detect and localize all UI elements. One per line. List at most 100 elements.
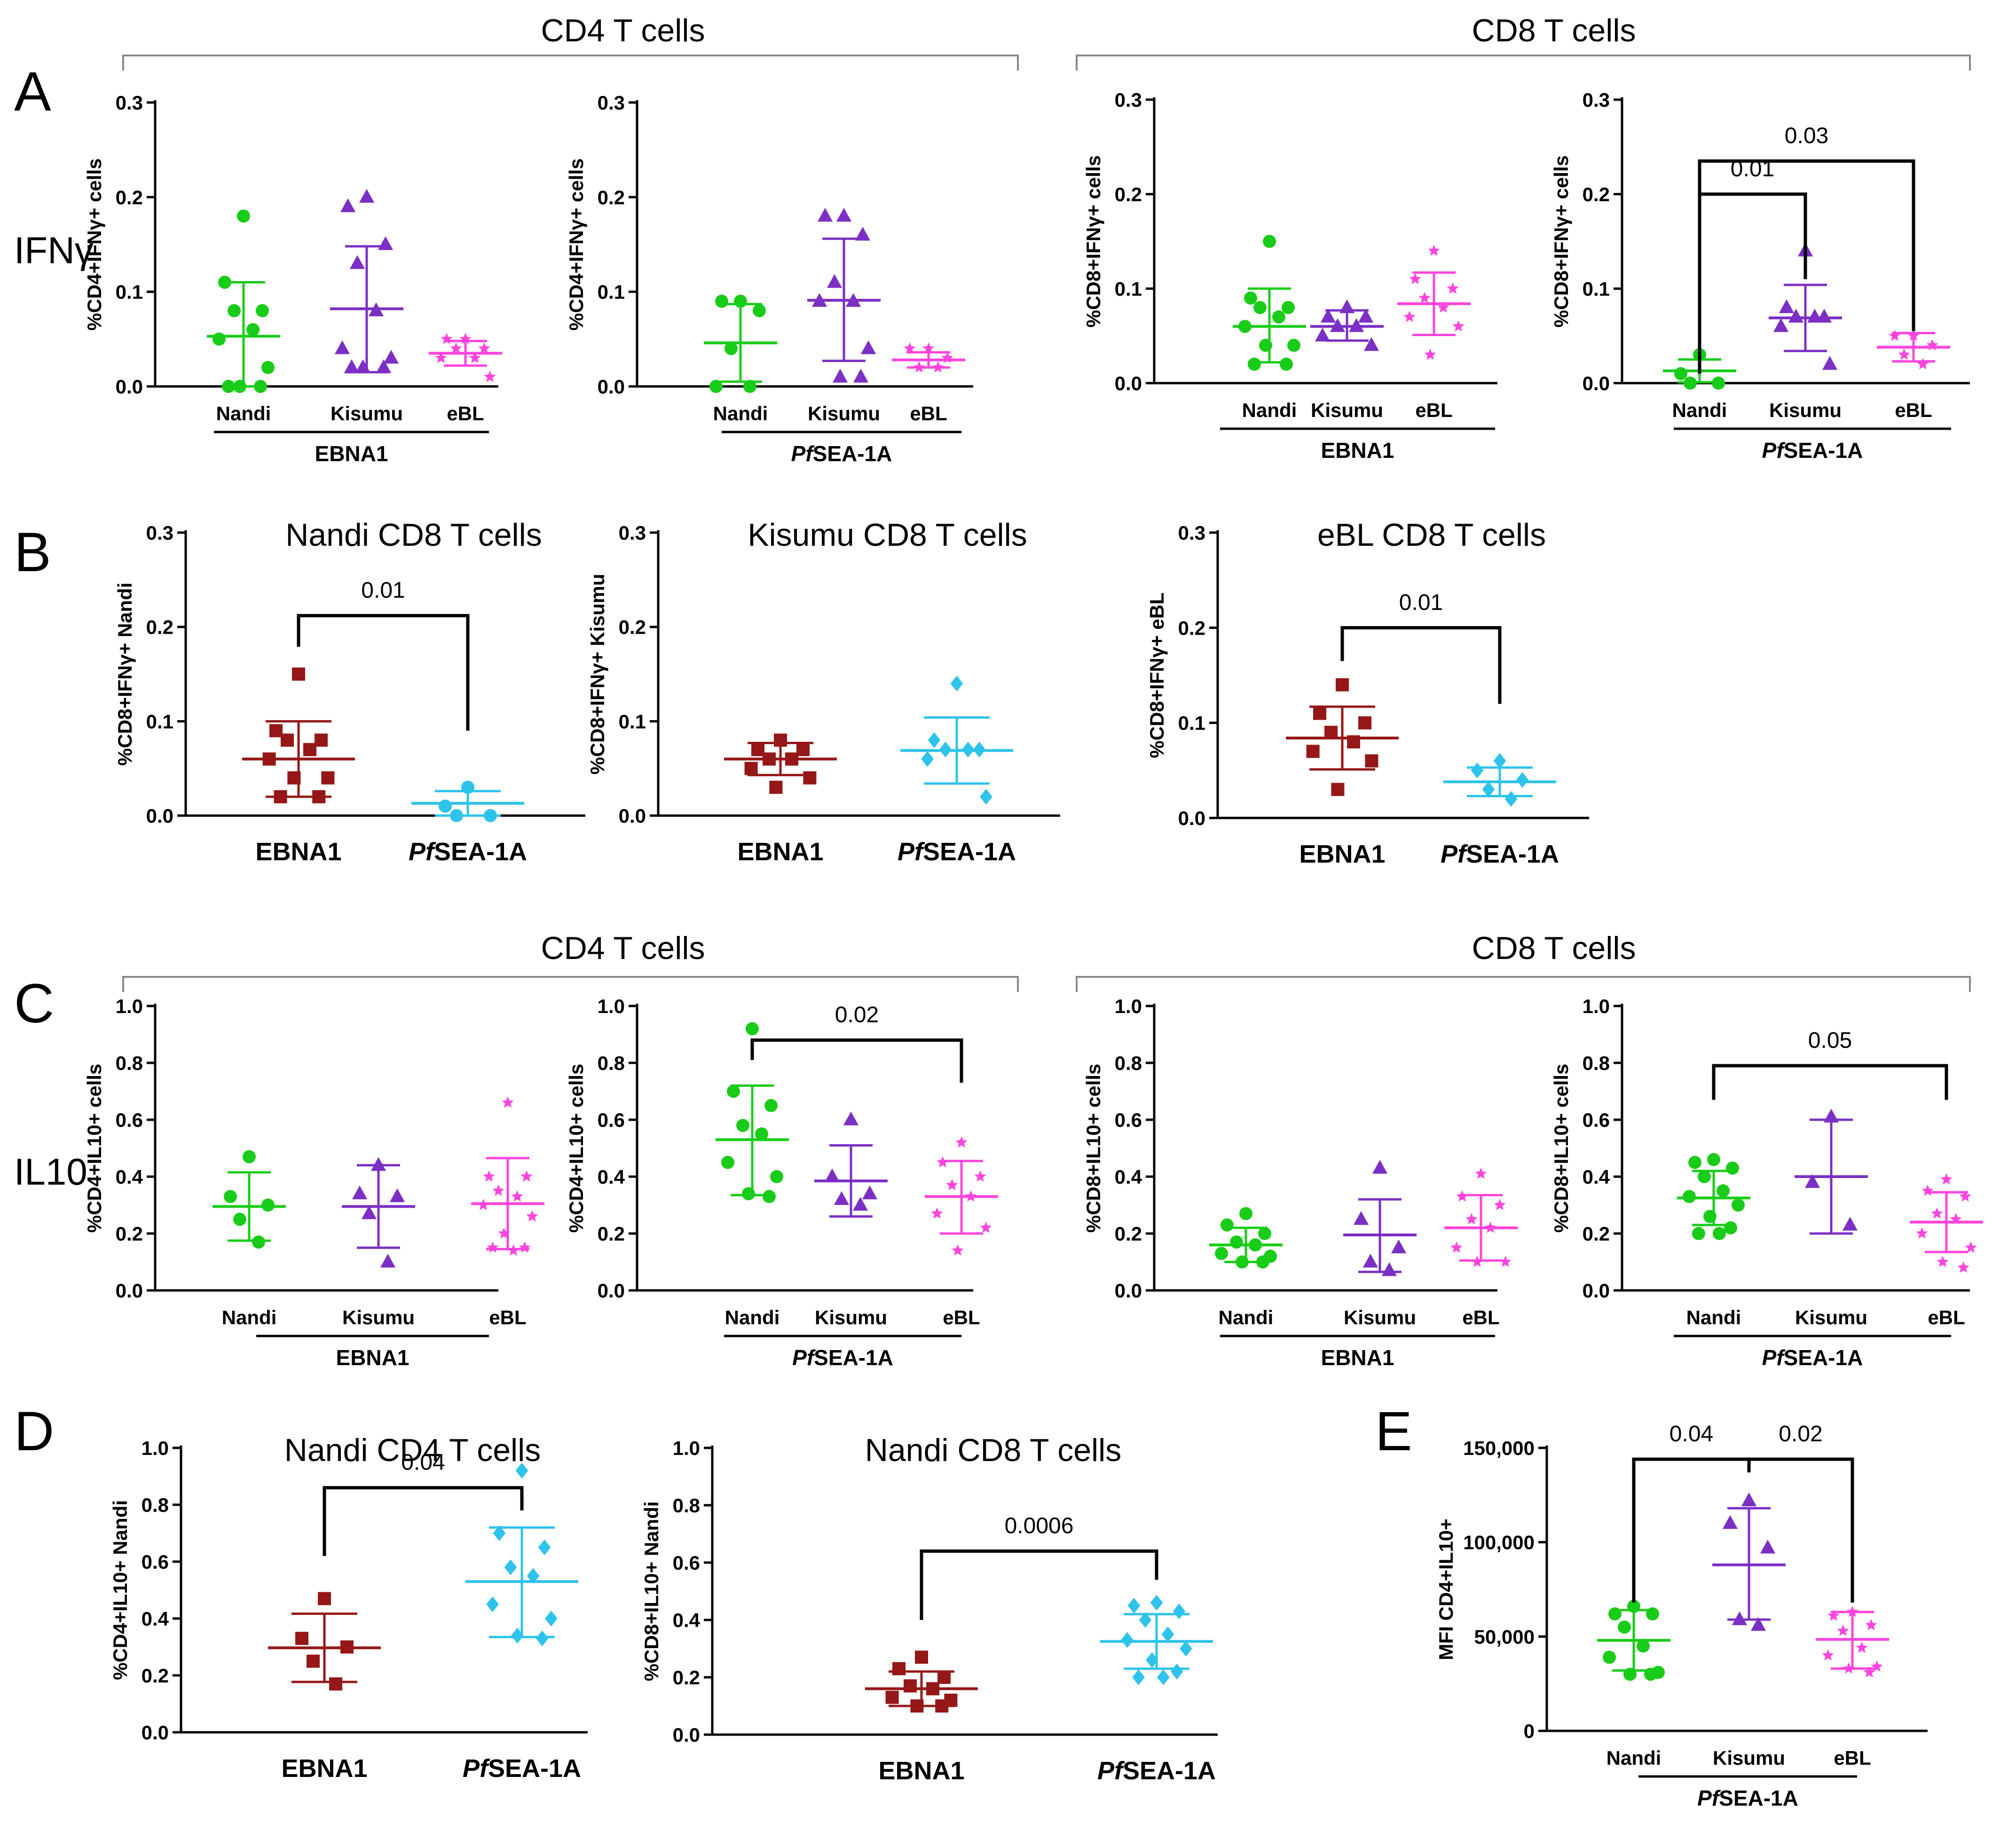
p0-point — [478, 342, 490, 354]
p0-point — [237, 209, 250, 223]
p13-point — [1722, 1515, 1738, 1529]
p13-point — [1644, 1667, 1657, 1681]
p13-point — [1871, 1660, 1883, 1672]
p2-category-nandi: Nandi — [1242, 399, 1297, 421]
section-label-e: E — [1375, 1400, 1412, 1462]
p9-y-axis-label: %CD8+IL10+ cells — [1082, 1064, 1104, 1233]
p7-point — [352, 1185, 368, 1200]
p4-point — [281, 733, 294, 747]
p1-category-ebl: eBL — [910, 402, 947, 424]
p1-ytick-label: 0.3 — [598, 92, 625, 114]
p5-point — [921, 751, 934, 767]
p12-sig-bracket — [920, 1549, 1158, 1620]
p2-point — [1244, 291, 1257, 305]
p8-point — [763, 1190, 776, 1203]
p13-point — [1623, 1667, 1637, 1681]
p4-point — [439, 799, 452, 813]
p10-point — [1804, 1174, 1820, 1188]
p3-category-ebl: eBL — [1895, 399, 1932, 421]
p8-ytick-label: 0.4 — [598, 1166, 625, 1188]
p1-point — [827, 274, 843, 288]
p11-point — [307, 1654, 320, 1668]
p1-point — [832, 369, 848, 383]
bracket-c-cd4: CD4 T cells — [122, 930, 1019, 992]
p12-ytick-label: 0.6 — [673, 1552, 700, 1574]
p0-point — [233, 380, 246, 393]
p2-point — [1424, 348, 1436, 360]
p0-point — [359, 189, 375, 203]
p0-group-label: EBNA1 — [315, 441, 388, 466]
p9-category-nandi: Nandi — [1219, 1306, 1274, 1328]
p11-point — [538, 1539, 551, 1556]
p4-category-pfsea-1a: PfSEA-1A — [409, 838, 527, 866]
p4-title: Nandi CD8 T cells — [285, 517, 542, 553]
p1-point — [932, 361, 944, 373]
p7-ytick-label: 0.8 — [116, 1052, 143, 1074]
section-label-a: A — [14, 61, 51, 123]
p9-group-label: EBNA1 — [1321, 1345, 1394, 1370]
p9-point — [1494, 1199, 1506, 1210]
p3-point — [1917, 358, 1929, 369]
p5-point — [980, 789, 992, 805]
p10-point — [1688, 1155, 1701, 1169]
p8-category-kisumu: Kisumu — [815, 1306, 887, 1328]
p12-point — [892, 1662, 906, 1675]
p8-ytick-label: 0.8 — [598, 1052, 625, 1074]
p0-point — [469, 352, 481, 363]
p5-point — [950, 676, 963, 692]
p6-ytick-label: 0.3 — [1178, 522, 1205, 544]
p6-point — [1331, 783, 1345, 796]
p1-point — [715, 294, 728, 308]
p7-point — [487, 1241, 499, 1253]
p8-category-ebl: eBL — [943, 1306, 980, 1328]
p5-ytick-label: 0.1 — [619, 710, 646, 732]
p10-point — [1965, 1241, 1977, 1253]
p1-point — [845, 293, 861, 307]
p12-point — [937, 1671, 951, 1684]
p13-point — [1843, 1662, 1855, 1674]
p9-point — [1221, 1218, 1234, 1232]
p3-series-kisumu — [1769, 243, 1842, 370]
panel-a2-cd4-ifng-pfsea: 0.0 0.1 0.2 0.3 %CD4+IFNγ+ cells Nandi Kisumu e… — [565, 92, 973, 466]
p6-point — [1482, 781, 1495, 798]
p4-point — [484, 809, 497, 822]
p11-ytick-label: 0.8 — [142, 1494, 169, 1516]
p12-ytick-label: 0.2 — [673, 1666, 700, 1689]
p0-point — [450, 342, 462, 354]
p6-category-pfsea-1a: PfSEA-1A — [1441, 840, 1559, 868]
p12-category-ebna1: EBNA1 — [878, 1757, 964, 1785]
p13-ytick-label: 50,000 — [1474, 1626, 1535, 1648]
p9-point — [1258, 1227, 1271, 1240]
p2-category-kisumu: Kisumu — [1311, 399, 1383, 421]
p10-series-nandi — [1677, 1153, 1750, 1240]
p7-point — [507, 1244, 520, 1256]
p4-ytick-label: 0.1 — [146, 710, 173, 732]
p2-point — [1287, 338, 1300, 352]
p8-point — [946, 1179, 958, 1190]
p13-sig-label: 0.04 — [1670, 1422, 1713, 1446]
p7-group-label: EBNA1 — [336, 1345, 410, 1370]
p13-point — [1760, 1540, 1776, 1554]
p4-point — [274, 790, 287, 803]
p0-point — [256, 304, 269, 317]
p1-series-nandi — [704, 294, 777, 393]
panel-c4-cd8-il10-pfsea: 0.0 0.2 0.4 0.6 0.8 1.0 %CD8+IL10+ cells Nandi K… — [1550, 995, 1983, 1370]
bracket-a-cd4-label: CD4 T cells — [541, 13, 705, 48]
p0-point — [228, 304, 241, 317]
p2-point — [1348, 318, 1364, 332]
p0-point — [349, 255, 365, 269]
p3-point — [1807, 308, 1823, 323]
p11-point — [504, 1559, 517, 1575]
panel-a1-cd4-ifng-ebna1: 0.0 0.1 0.2 0.3 %CD4+IFNγ+ cells Nandi Kisumu e… — [83, 92, 502, 466]
p12-y-axis-label: %CD8+IL10+ Nandi — [640, 1501, 662, 1682]
p8-point — [721, 1155, 734, 1169]
p8-point — [742, 1187, 755, 1201]
p6-title: eBL CD8 T cells — [1317, 517, 1546, 553]
p2-point — [1263, 235, 1276, 248]
p5-y-axis-label: %CD8+IFNγ+ Kisumu — [586, 574, 608, 774]
p10-point — [1717, 1184, 1730, 1198]
panel-e-mfi: 0 50,000 100,000 150,000 MFI CD4+IL10+ Nandi K… — [1435, 1422, 1928, 1810]
p8-point — [843, 1111, 859, 1125]
p12-point — [1139, 1612, 1152, 1628]
p9-series-nandi — [1209, 1207, 1283, 1269]
